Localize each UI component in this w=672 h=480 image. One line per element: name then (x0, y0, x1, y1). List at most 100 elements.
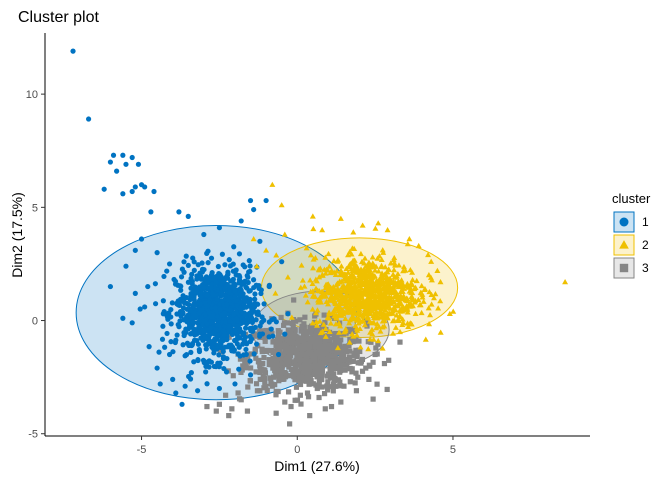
cluster-1-point (123, 263, 129, 269)
cluster-3-point (368, 339, 374, 345)
cluster-3-point (316, 344, 322, 350)
cluster-3-point (273, 363, 279, 369)
cluster-3-point (277, 337, 283, 343)
cluster-2-point (320, 321, 327, 327)
cluster-3-point (319, 348, 325, 354)
cluster-1-point (188, 370, 194, 376)
cluster-3-point (292, 397, 298, 403)
cluster-2-point (312, 276, 319, 282)
cluster-2-point (332, 271, 339, 277)
cluster-2-point (322, 333, 329, 339)
cluster-2-point (373, 324, 380, 331)
cluster-3-point (257, 369, 263, 376)
cluster-1-point (247, 358, 253, 364)
cluster-3-point (297, 373, 303, 379)
cluster-1-point (181, 332, 187, 339)
cluster-2-point (358, 279, 365, 285)
cluster-2-point (355, 306, 362, 312)
cluster-1-point (257, 238, 263, 244)
cluster-1-point (120, 191, 126, 197)
cluster-1-point (279, 259, 285, 265)
cluster-2-point (316, 318, 323, 324)
cluster-1-point (201, 284, 207, 291)
cluster-1-point (164, 330, 170, 337)
cluster-3-point (257, 376, 263, 382)
cluster-2-point (327, 269, 334, 276)
cluster-3-point (316, 348, 322, 355)
cluster-1-point (247, 263, 253, 269)
cluster-2-point (382, 264, 389, 270)
cluster-3-point (347, 348, 353, 354)
cluster-3-point (285, 389, 292, 395)
cluster-1-point (189, 281, 195, 287)
cluster-3-point (346, 358, 353, 364)
cluster-2-point (281, 231, 288, 237)
cluster-1-point (188, 349, 194, 355)
cluster-1-point (247, 268, 253, 275)
cluster-2-point (384, 296, 391, 302)
cluster-2-point (374, 299, 381, 305)
cluster-3-point (282, 399, 288, 405)
cluster-2-point (374, 314, 381, 320)
cluster-2-point (420, 298, 427, 304)
cluster-1-point (137, 306, 143, 312)
cluster-3-point (310, 333, 316, 340)
cluster-1-point (216, 362, 222, 368)
cluster-3-point (321, 391, 328, 397)
cluster-3-point (316, 378, 322, 384)
cluster-2-point (412, 310, 419, 316)
cluster-3-point (305, 369, 311, 375)
cluster-2-point (273, 252, 280, 258)
cluster-2-point (322, 254, 329, 260)
cluster-3-point (280, 375, 286, 381)
cluster-3-point (307, 339, 313, 346)
cluster-2-point (352, 275, 359, 281)
cluster-2-point (340, 310, 347, 317)
cluster-2-point (309, 280, 316, 287)
cluster-2-point (297, 284, 304, 290)
cluster-3-point (312, 358, 318, 364)
cluster-3-point (283, 373, 289, 379)
cluster-3-point (347, 365, 353, 372)
cluster-2-point (372, 225, 379, 231)
cluster-1-point (177, 283, 183, 289)
cluster-3-point (282, 360, 288, 366)
cluster-3-point (355, 360, 361, 366)
cluster-3-point (374, 381, 380, 387)
cluster-3-point (296, 378, 302, 384)
cluster-3-point (292, 327, 298, 333)
cluster-3-point (238, 397, 244, 403)
cluster-1-point (187, 296, 193, 303)
cluster-2-point (360, 274, 367, 281)
cluster-1-point (213, 279, 219, 285)
cluster-2-point (359, 317, 366, 323)
cluster-1-point (285, 311, 291, 317)
cluster-2-point (326, 328, 333, 335)
cluster-3-point (322, 319, 328, 326)
cluster-2-point (312, 293, 319, 300)
cluster-1-point (246, 258, 252, 264)
cluster-3-point (275, 388, 281, 395)
cluster-2-point (315, 299, 322, 305)
cluster-1-point (215, 263, 221, 270)
cluster-1-point (107, 159, 113, 165)
cluster-3-point (305, 372, 311, 378)
cluster-2-point (359, 222, 366, 228)
cluster-1-point (222, 319, 229, 325)
cluster-3-point (337, 368, 344, 374)
cluster-2-point (317, 265, 324, 271)
cluster-1-point (208, 285, 214, 291)
cluster-1-point (196, 324, 202, 330)
cluster-2-point (391, 260, 398, 266)
cluster-2-point (396, 299, 403, 305)
cluster-2-point (250, 236, 257, 242)
cluster-2-point (361, 266, 368, 272)
cluster-2-point (337, 323, 344, 329)
cluster-2-point (376, 296, 383, 302)
cluster-2-point (348, 291, 355, 297)
cluster-1-point (195, 388, 201, 394)
cluster-3-point (293, 384, 300, 390)
cluster-1-point (251, 351, 257, 357)
cluster-1-point (216, 352, 222, 358)
cluster-1-point (191, 310, 197, 316)
